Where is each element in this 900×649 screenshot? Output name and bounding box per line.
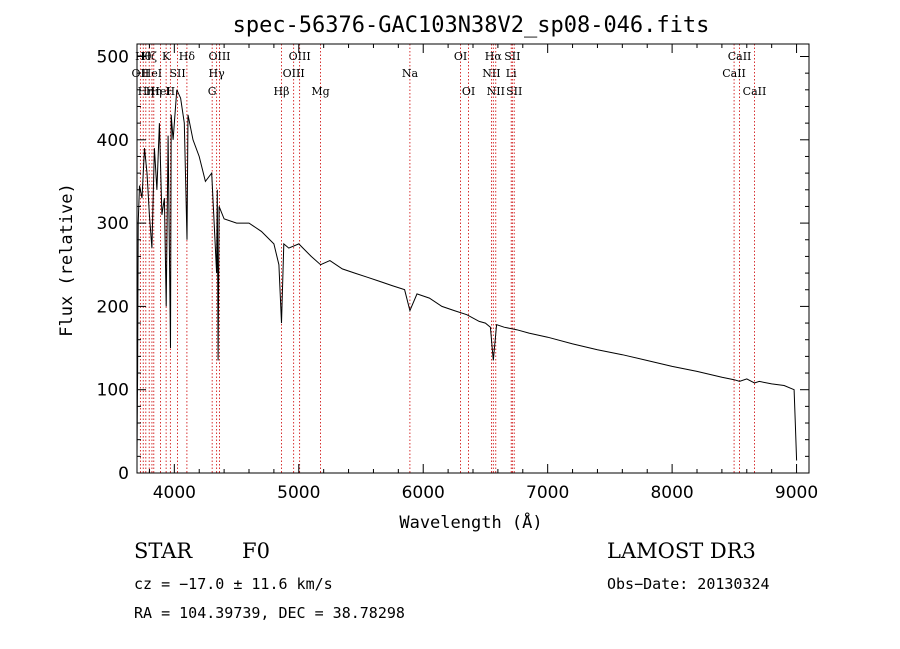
- line-label-2: Hη: [138, 85, 154, 98]
- y-tick-label-1: 100: [97, 381, 129, 401]
- line-label-21: NII: [482, 67, 500, 80]
- line-label-19: OI: [454, 50, 467, 63]
- line-label-6: HeI: [150, 85, 170, 98]
- object-class: STAR: [134, 539, 193, 563]
- line-label-12: Hγ: [209, 67, 226, 80]
- y-axis-ticks: 0 100 200 300 400 500: [97, 47, 809, 484]
- line-label-7: K: [162, 50, 171, 63]
- line-label-27: CaII: [722, 67, 746, 80]
- x-tick-label-0: 4000: [153, 483, 196, 503]
- y-tick-label-3: 300: [97, 214, 129, 234]
- line-label-16: OIII: [289, 50, 311, 63]
- line-label-24: Li: [506, 67, 517, 80]
- line-label-22: Hα: [485, 50, 503, 63]
- line-label-8: H: [166, 85, 176, 98]
- chart-title: spec-56376-GAC103N38V2_sp08-046.fits: [233, 13, 710, 38]
- coordinates: RA = 104.39739, DEC = 38.78298: [134, 604, 405, 622]
- spectral-line-labels: OIIHθHηHζHeIHηHeIKHSIIHδGHγOIIIHβOIIIOII…: [132, 50, 767, 98]
- line-label-9: SII: [169, 67, 185, 80]
- line-label-25: SII: [504, 50, 520, 63]
- spectral-line-markers: [139, 44, 755, 473]
- line-label-11: G: [208, 85, 217, 98]
- line-label-15: OIII: [283, 67, 305, 80]
- line-label-23: NII: [487, 85, 505, 98]
- line-label-28: CaII: [728, 50, 752, 63]
- object-subclass: F0: [242, 539, 270, 563]
- redshift-cz: cz = −17.0 ± 11.6 km/s: [134, 575, 333, 593]
- y-axis-label: Flux (relative): [57, 183, 77, 337]
- x-tick-label-4: 8000: [650, 483, 693, 503]
- line-label-3: Hζ: [141, 50, 157, 63]
- y-tick-label-2: 200: [97, 297, 129, 317]
- x-tick-label-2: 6000: [402, 483, 445, 503]
- y-tick-label-0: 0: [118, 464, 129, 484]
- line-label-17: Mg: [311, 85, 329, 98]
- line-label-4: HeI: [142, 67, 162, 80]
- spectrum-series-line: [136, 89, 798, 461]
- line-label-10: Hδ: [179, 50, 196, 63]
- line-label-14: Hβ: [274, 85, 290, 98]
- y-tick-label-5: 500: [97, 47, 129, 67]
- x-tick-label-5: 9000: [775, 483, 818, 503]
- plot-frame: [136, 43, 810, 474]
- line-label-29: CaII: [743, 85, 767, 98]
- survey-name: LAMOST DR3: [607, 539, 756, 563]
- x-tick-label-1: 5000: [277, 483, 320, 503]
- x-tick-label-3: 7000: [526, 483, 569, 503]
- y-tick-label-4: 400: [97, 131, 129, 151]
- x-axis-ticks: 4000 5000 6000 7000 8000 9000: [148, 44, 818, 503]
- line-label-18: Na: [402, 67, 419, 80]
- line-label-5: Hη: [146, 85, 162, 98]
- line-label-26: SII: [506, 85, 522, 98]
- x-axis-label: Wavelength (Å): [399, 511, 542, 533]
- line-label-13: OIII: [208, 50, 230, 63]
- line-label-20: OI: [462, 85, 475, 98]
- obs-date: Obs−Date: 20130324: [607, 575, 770, 593]
